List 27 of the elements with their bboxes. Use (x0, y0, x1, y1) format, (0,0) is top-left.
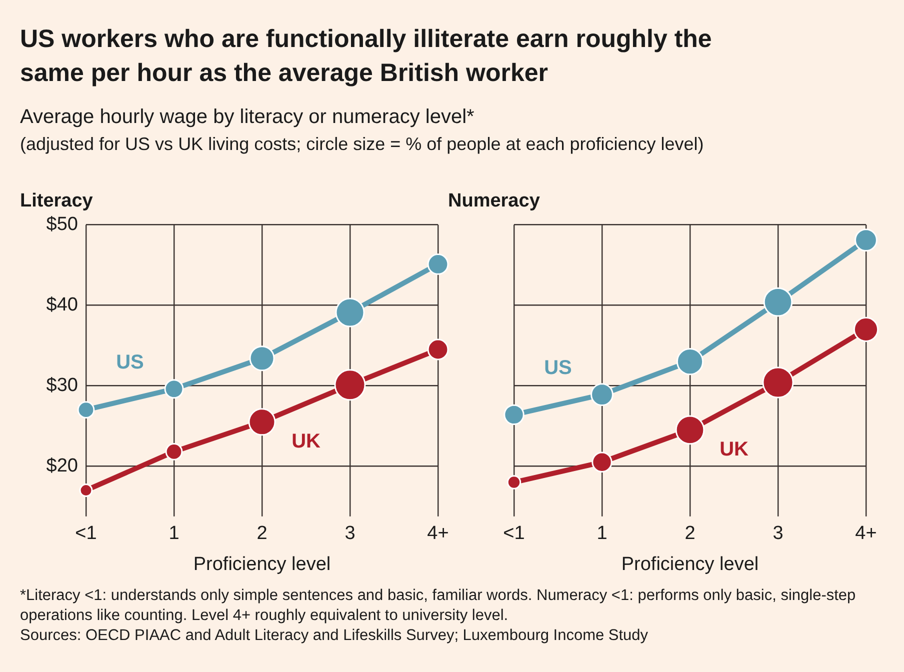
text: *Literacy <1: understands only simple sentences and basic, familiar words. Numeracy <1: performs only basic, single-step operations like counting. Level 4+ roughly equivalent to university level. (20, 586, 857, 626)
y-tick-label: $50 (46, 214, 78, 236)
x-axis-title: Proficiency level (193, 554, 331, 575)
series-label: US (116, 351, 144, 374)
text: (adjusted for US vs UK living costs; circle size = % of people at each proficiency level) (20, 133, 705, 156)
x-tick-label: 2 (256, 523, 268, 544)
chart-title: Numeracy (448, 190, 540, 212)
series-label: US (544, 357, 572, 380)
x-tick-label: 4+ (855, 523, 877, 544)
x-tick-label: 2 (684, 523, 696, 544)
x-tick-label: 1 (168, 523, 180, 544)
text: Average hourly wage by literacy or numeracy level* (20, 105, 476, 130)
source-note: Sources: OECD PIAAC and Adult Literacy and Lifeskills Survey; Luxembourg Income Study (20, 626, 650, 646)
x-tick-label: 3 (772, 523, 784, 544)
y-tick-label: $20 (46, 455, 78, 476)
x-tick-label: <1 (75, 523, 97, 544)
x-tick-label: 3 (344, 523, 356, 544)
x-tick-label: <1 (503, 523, 525, 544)
series-label: UK (292, 430, 321, 452)
x-tick-label: 1 (596, 523, 608, 544)
x-axis-title: Proficiency level (621, 554, 759, 575)
text: US workers who are functionally illiterate earn roughly the same per hour as the average British worker (20, 24, 713, 89)
y-tick-label: $40 (46, 294, 78, 316)
chart-title: Literacy (20, 190, 94, 212)
x-tick-label: 4+ (427, 523, 449, 544)
series-label: UK (720, 438, 749, 460)
y-tick-label: $30 (46, 374, 78, 396)
